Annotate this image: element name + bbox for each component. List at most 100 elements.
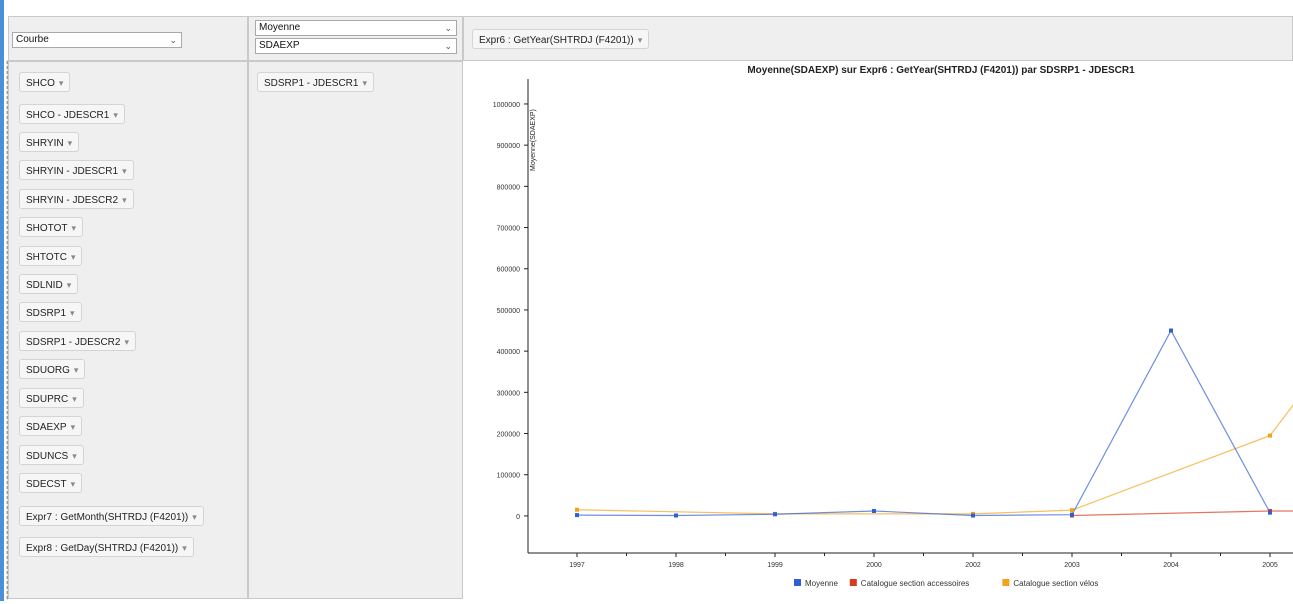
data-point bbox=[773, 512, 777, 517]
x-tick-label: 1999 bbox=[767, 562, 783, 569]
field-label: SDLNID bbox=[26, 280, 63, 291]
series-line bbox=[1071, 510, 1293, 517]
series-field-label: SDSRP1 - JDESCR1 bbox=[264, 78, 359, 89]
x-axis-drop-zone[interactable]: Expr6 : GetYear(SHTRDJ (F4201)) ▾ bbox=[463, 16, 1293, 61]
x-tick-label: 1998 bbox=[668, 562, 684, 569]
series-line bbox=[576, 329, 1271, 517]
field-label: SHCO - JDESCR1 bbox=[26, 110, 110, 121]
legend-swatch bbox=[1002, 579, 1010, 586]
field-chip[interactable]: SDUORG ▾ bbox=[19, 359, 86, 379]
chevron-down-icon: ▾ bbox=[73, 365, 79, 375]
field-chip[interactable]: SDSRP1 ▾ bbox=[19, 302, 82, 322]
data-point bbox=[575, 507, 579, 512]
field-chip[interactable]: Expr7 : GetMonth(SHTRDJ (F4201)) ▾ bbox=[19, 506, 204, 526]
available-fields-list: SHCO ▾ SHCO - JDESCR1 ▾ SHRYIN ▾ SHRYIN - J… bbox=[8, 61, 248, 599]
chevron-down-icon: ▾ bbox=[362, 78, 367, 88]
field-chip[interactable]: SHRYIN ▾ bbox=[19, 132, 80, 152]
y-tick-label: 500000 bbox=[497, 308, 520, 315]
y-axis-label: Moyenne(SDAEXP) bbox=[530, 109, 537, 171]
field-label: SDUORG bbox=[26, 365, 70, 376]
measure-select[interactable]: SDAEXP ⌄ bbox=[255, 38, 457, 54]
chart-title: Moyenne(SDAEXP) sur Expr6 : GetYear(SHTR… bbox=[747, 65, 1135, 76]
field-label: SDAEXP bbox=[26, 422, 67, 433]
y-tick-label: 600000 bbox=[497, 267, 520, 274]
legend-swatch bbox=[849, 579, 857, 586]
field-chip[interactable]: SDUPRC ▾ bbox=[19, 388, 84, 408]
aggregate-select[interactable]: Moyenne ⌄ bbox=[255, 20, 457, 36]
x-tick-label: 2003 bbox=[1064, 562, 1080, 569]
chart-type-value: Courbe bbox=[16, 34, 49, 45]
data-point bbox=[1070, 512, 1074, 517]
chart-area: Moyenne(SDAEXP) sur Expr6 : GetYear(SHTR… bbox=[463, 61, 1293, 599]
field-label: SHRYIN - JDESCR1 bbox=[26, 166, 119, 177]
legend-swatch bbox=[794, 579, 801, 586]
chevron-down-icon: ▾ bbox=[637, 35, 643, 45]
field-label: SDSRP1 bbox=[26, 308, 67, 319]
chevron-down-icon: ▾ bbox=[113, 110, 118, 120]
field-chip[interactable]: SHRYIN - JDESCR2 ▾ bbox=[19, 189, 134, 209]
x-axis-field-chip[interactable]: Expr6 : GetYear(SHTRDJ (F4201)) ▾ bbox=[472, 29, 650, 49]
x-tick-label: 2005 bbox=[1262, 562, 1278, 569]
field-label: SDECST bbox=[26, 479, 67, 490]
data-point bbox=[971, 513, 975, 518]
chevron-down-icon: ⌄ bbox=[169, 35, 177, 45]
field-label: SHCO bbox=[26, 78, 55, 89]
legend-item: Catalogue section accessoires bbox=[861, 579, 970, 588]
series-field-chip[interactable]: SDSRP1 - JDESCR1 ▾ bbox=[257, 72, 374, 92]
chevron-down-icon: ▾ bbox=[124, 337, 129, 347]
chevron-down-icon: ▾ bbox=[192, 512, 197, 522]
field-label: SHTOTC bbox=[26, 252, 67, 263]
chevron-down-icon: ⌄ bbox=[444, 41, 452, 51]
chevron-down-icon: ▾ bbox=[70, 422, 76, 432]
field-chip[interactable]: SDUNCS ▾ bbox=[19, 445, 84, 465]
x-tick-label: 2004 bbox=[1163, 562, 1179, 569]
field-chip[interactable]: SHCO ▾ bbox=[19, 72, 71, 92]
y-tick-label: 200000 bbox=[497, 432, 520, 439]
chevron-down-icon: ▾ bbox=[122, 166, 127, 176]
y-tick-label: 300000 bbox=[497, 390, 520, 397]
x-tick-label: 2000 bbox=[866, 562, 882, 569]
field-label: SDUNCS bbox=[26, 451, 69, 462]
field-label: Expr8 : GetDay(SHTRDJ (F4201)) bbox=[26, 543, 179, 554]
y-tick-label: 700000 bbox=[497, 226, 520, 233]
field-chip[interactable]: SDECST ▾ bbox=[19, 473, 83, 493]
chart-type-panel: Courbe ⌄ bbox=[8, 16, 248, 61]
x-tick-label: 2002 bbox=[965, 562, 981, 569]
splitter-grip[interactable] bbox=[6, 60, 9, 600]
field-label: SDSRP1 - JDESCR2 bbox=[26, 337, 121, 348]
chevron-down-icon: ▾ bbox=[70, 252, 76, 262]
series-drop-zone[interactable]: SDSRP1 - JDESCR1 ▾ bbox=[248, 61, 463, 599]
field-label: SHRYIN bbox=[26, 138, 64, 149]
x-axis-field-label: Expr6 : GetYear(SHTRDJ (F4201)) bbox=[479, 35, 634, 46]
field-chip[interactable]: SHRYIN - JDESCR1 ▾ bbox=[19, 160, 134, 180]
data-point bbox=[674, 513, 678, 518]
field-chip[interactable]: SDSRP1 - JDESCR2 ▾ bbox=[19, 331, 136, 351]
field-label: SHOTOT bbox=[26, 223, 68, 234]
field-label: Expr7 : GetMonth(SHTRDJ (F4201)) bbox=[26, 512, 189, 523]
field-label: SDUPRC bbox=[26, 394, 69, 405]
field-chip[interactable]: Expr8 : GetDay(SHTRDJ (F4201)) ▾ bbox=[19, 537, 194, 557]
data-point bbox=[1268, 433, 1272, 438]
chevron-down-icon: ▾ bbox=[66, 280, 72, 290]
field-chip[interactable]: SHOTOT ▾ bbox=[19, 217, 84, 237]
chevron-down-icon: ▾ bbox=[70, 308, 75, 318]
chevron-down-icon: ▾ bbox=[72, 394, 77, 404]
chart-legend: Moyenne Catalogue section accessoires Cata… bbox=[794, 579, 1098, 588]
data-point bbox=[1169, 328, 1173, 333]
field-chip[interactable]: SHTOTC ▾ bbox=[19, 246, 83, 266]
y-tick-label: 1000000 bbox=[493, 102, 520, 109]
legend-item: Catalogue section vélos bbox=[1013, 579, 1098, 588]
field-chip[interactable]: SDAEXP ▾ bbox=[19, 416, 83, 436]
chevron-down-icon: ▾ bbox=[58, 78, 64, 88]
field-chip[interactable]: SDLNID ▾ bbox=[19, 274, 79, 294]
y-tick-label: 800000 bbox=[497, 184, 520, 191]
chart-type-select[interactable]: Courbe ⌄ bbox=[12, 32, 182, 48]
y-tick-label: 100000 bbox=[497, 473, 520, 480]
field-chip[interactable]: SHCO - JDESCR1 ▾ bbox=[19, 104, 125, 124]
field-label: SHRYIN - JDESCR2 bbox=[26, 195, 119, 206]
y-tick-label: 0 bbox=[516, 514, 520, 521]
y-tick-label: 900000 bbox=[497, 143, 520, 150]
window-accent-bar bbox=[0, 0, 4, 601]
data-point bbox=[575, 513, 579, 518]
chevron-down-icon: ⌄ bbox=[444, 23, 452, 33]
